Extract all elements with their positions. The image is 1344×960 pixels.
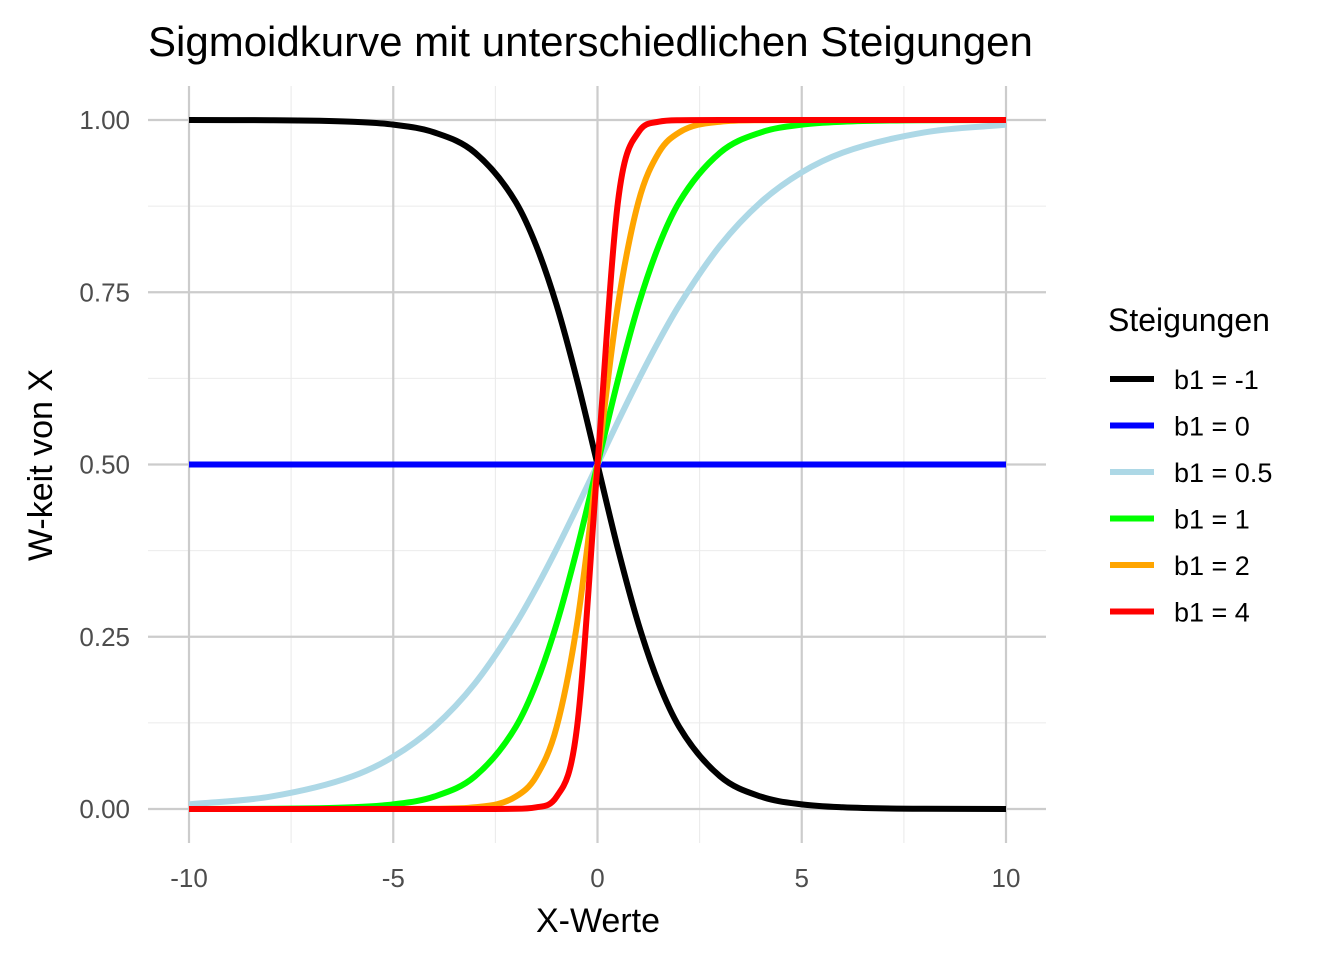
series-lines xyxy=(188,116,1007,813)
series-line-b1-4 xyxy=(189,116,1006,813)
legend-title: Steigungen xyxy=(1108,302,1270,338)
chart-title: Sigmoidkurve mit unterschiedlichen Steig… xyxy=(148,18,1033,65)
legend-label-b1-0-5: b1 = 0.5 xyxy=(1174,458,1272,488)
x-tick-label: 10 xyxy=(992,863,1021,893)
y-axis-tick-labels: 0.00 0.25 0.50 0.75 1.00 xyxy=(79,105,130,824)
x-tick-label: -10 xyxy=(170,863,208,893)
y-tick-label: 0.25 xyxy=(79,622,130,652)
legend-items: b1 = -1 b1 = 0 b1 = 0.5 b1 = 1 b1 = 2 b1 = 4 xyxy=(1110,365,1272,628)
legend-label-b1-1: b1 = 1 xyxy=(1174,505,1250,535)
x-axis-title: X-Werte xyxy=(536,902,660,940)
y-tick-label: 0.75 xyxy=(79,277,130,307)
y-tick-label: 0.50 xyxy=(79,450,130,480)
legend-label-b1-1: b1 = -1 xyxy=(1174,365,1259,395)
legend-label-b1-2: b1 = 2 xyxy=(1174,551,1250,581)
y-axis-title: W-keit von X xyxy=(22,369,60,561)
legend-label-b1-4: b1 = 4 xyxy=(1174,598,1250,628)
legend: Steigungen b1 = -1b1 = 0b1 = 0.5b1 = 1b1… xyxy=(1108,302,1272,628)
x-axis-tick-labels: -10 -5 0 5 10 xyxy=(170,863,1020,893)
x-tick-label: 5 xyxy=(795,863,809,893)
legend-label-b1-0: b1 = 0 xyxy=(1174,412,1250,442)
y-tick-label: 1.00 xyxy=(79,105,130,135)
y-tick-label: 0.00 xyxy=(79,794,130,824)
x-tick-label: 0 xyxy=(590,863,604,893)
x-tick-label: -5 xyxy=(382,863,405,893)
